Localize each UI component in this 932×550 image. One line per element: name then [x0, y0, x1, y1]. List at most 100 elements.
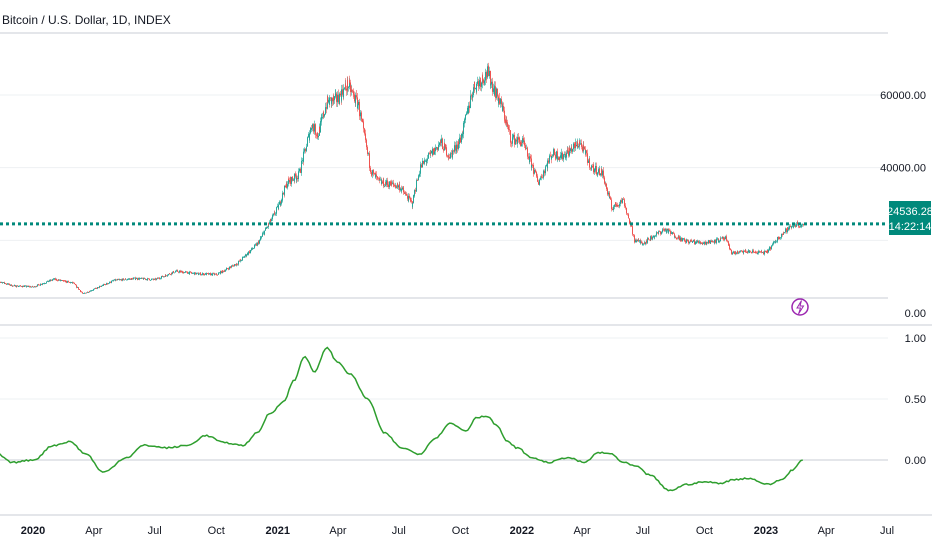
candle-body	[226, 268, 227, 271]
candle-body	[629, 218, 630, 224]
candle-body	[801, 224, 802, 227]
candle-body	[381, 181, 382, 184]
candle-body	[491, 81, 492, 85]
candle-body	[528, 156, 529, 159]
candle-body	[201, 274, 202, 276]
candle-body	[586, 150, 587, 154]
candle-body	[202, 273, 203, 275]
candle-body	[95, 288, 96, 289]
candle-body	[13, 285, 14, 287]
candle-body	[58, 279, 59, 281]
candle-body	[379, 178, 380, 181]
candle-body	[299, 168, 300, 172]
candle-body	[760, 251, 761, 253]
candle-body	[569, 148, 570, 151]
candle-body	[486, 76, 487, 78]
candle-body	[478, 82, 479, 87]
candle-body	[236, 263, 237, 265]
candle-body	[90, 290, 91, 292]
candle-body	[545, 168, 546, 174]
candle-body	[664, 229, 665, 231]
candle-body	[550, 155, 551, 157]
candle-body	[505, 119, 506, 124]
candle-body	[178, 271, 179, 273]
candle-body	[32, 286, 33, 287]
candle-body	[145, 278, 146, 280]
candle-body	[648, 238, 649, 240]
candle-body	[778, 236, 779, 239]
candle-body	[267, 227, 268, 228]
candle-body	[456, 144, 457, 151]
oscillator-grid	[0, 337, 888, 400]
candle-body	[752, 250, 753, 253]
candle-body	[54, 278, 55, 280]
candle-body	[688, 240, 689, 244]
candle-body	[386, 180, 387, 185]
candle-body	[398, 185, 399, 188]
candle-body	[346, 88, 347, 91]
candle-body	[51, 279, 52, 281]
lightning-icon[interactable]	[791, 298, 809, 316]
candle-body	[323, 112, 324, 117]
candle-body	[65, 280, 66, 283]
candle-body	[420, 164, 421, 168]
candle-body	[220, 271, 221, 274]
candle-body	[423, 160, 424, 164]
candle-body	[782, 233, 783, 235]
candle-body	[359, 101, 360, 114]
candle-body	[372, 170, 373, 175]
candle-body	[237, 264, 238, 266]
candle-body	[120, 279, 121, 281]
candle-body	[226, 268, 227, 269]
candle-body	[392, 182, 393, 184]
candle-body	[618, 205, 619, 207]
candle-body	[380, 179, 381, 181]
candle-body	[26, 286, 27, 288]
candle-body	[787, 227, 788, 230]
candle-body	[624, 205, 625, 207]
candle-body	[733, 251, 734, 253]
candle-body	[799, 226, 800, 228]
candle-body	[360, 112, 361, 117]
candle-body	[615, 202, 616, 205]
candle-body	[241, 260, 242, 262]
candle-body	[562, 152, 563, 160]
candle-body	[549, 155, 550, 160]
candle-body	[542, 177, 543, 179]
candle-body	[704, 241, 705, 244]
candle-body	[76, 285, 77, 288]
candle-body	[110, 281, 111, 283]
candle-body	[235, 264, 236, 266]
candle-body	[458, 141, 459, 145]
candle-body	[447, 155, 448, 157]
candle-body	[662, 231, 663, 232]
candle-body	[681, 237, 682, 242]
candle-body	[356, 95, 357, 98]
candle-body	[493, 88, 494, 92]
candle-body	[317, 133, 318, 138]
candle-body	[767, 250, 768, 253]
candle-body	[521, 142, 522, 144]
candle-body	[670, 231, 671, 233]
candle-body	[717, 238, 718, 240]
candle-body	[533, 171, 534, 174]
candle-body	[535, 170, 536, 172]
candle-body	[604, 177, 605, 184]
candle-body	[507, 122, 508, 127]
candle-body	[104, 284, 105, 286]
candle-body	[24, 285, 25, 287]
candle-body	[379, 179, 380, 181]
candle-body	[428, 153, 429, 155]
candle-body	[628, 217, 629, 219]
oscillator-tick-label: 1.00	[905, 333, 926, 345]
candle-body	[777, 236, 778, 239]
candle-body	[498, 98, 499, 104]
candle-body	[160, 278, 161, 280]
candle-body	[504, 110, 505, 119]
candle-body	[212, 273, 213, 276]
candle-body	[563, 157, 564, 160]
candle-body	[435, 147, 436, 152]
candle-body	[57, 280, 58, 282]
candle-body	[89, 291, 90, 293]
candle-body	[186, 271, 187, 273]
